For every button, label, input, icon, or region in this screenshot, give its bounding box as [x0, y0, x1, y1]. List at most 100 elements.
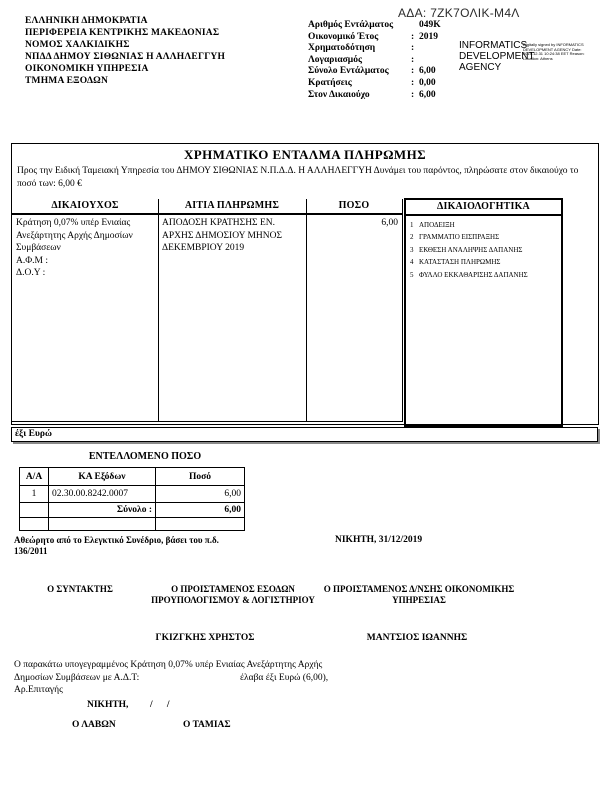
- digital-signature-details: Digitally signed by INFORMATICS DEVELOPM…: [523, 42, 585, 62]
- column-header-amount: ΠΟΣΟ: [306, 199, 402, 215]
- order-meta: Αριθμός Εντάλματος 049Κ Οικονομικό Έτος:2…: [308, 20, 479, 101]
- role-line: Ο ΠΡΟΙΣΤΑΜΕΝΟΣ ΕΣΟΔΩΝ: [171, 584, 295, 594]
- cell-empty: [155, 517, 245, 531]
- cell-amount: 6,00: [155, 485, 245, 503]
- meta-label: Σύνολο Εντάλματος: [308, 66, 389, 77]
- header-aa: Α/Α: [19, 467, 49, 486]
- ada-code: ΑΔΑ: 7ZK7ΟΛΙΚ-Μ4Λ: [398, 6, 520, 20]
- role-line: ΠΡΟΥΠΟΛΟΓΙΣΜΟΥ & ΛΟΓΙΣΤΗΡΙΟΥ: [151, 595, 315, 605]
- receipt-line-1: Ο παρακάτω υπογεγραμμένος Κράτηση 0,07% …: [14, 660, 323, 670]
- column-reason: ΑΙΤΙΑ ΠΛΗΡΩΜΗΣ ΑΠΟΔΟΣΗ ΚΡΑΤΗΣΗΣ ΕΝ. ΑΡΧΗ…: [158, 199, 307, 422]
- column-documents: ΔΙΚΑΙΟΛΟΓΗΤΙΚΑ 1 ΑΠΟΔΕΙΞΗ 2 ΓΡΑΜΜΑΤΙΟ ΕΙΣΠ…: [404, 198, 563, 427]
- document-number: 1: [410, 221, 414, 229]
- signatory-name-middle: ΓΚΙΖΓΚΗΣ ΧΡΗΣΤΟΣ: [155, 633, 255, 643]
- meta-sep: :: [411, 43, 415, 54]
- meta-row: Κρατήσεις:0,00: [308, 78, 479, 90]
- meta-sep: :: [411, 31, 415, 42]
- cell-empty: [48, 517, 156, 531]
- meta-value: 6,00: [419, 89, 436, 100]
- total-amount: 6,00: [155, 502, 245, 518]
- meta-label: Στον Δικαιούχο: [308, 89, 370, 100]
- beneficiary-cell: Κράτηση 0,07% υπέρ Ενιαίας Ανεξάρτητης Α…: [12, 215, 158, 282]
- issuer-line: ΟΙΚΟΝΟΜΙΚΗ ΥΠΗΡΕΣΙΑ: [25, 64, 149, 74]
- document-item: 4 ΚΑΤΑΣΤΑΣΗ ΠΛΗΡΩΜΗΣ: [410, 256, 559, 268]
- documents-list: 1 ΑΠΟΔΕΙΞΗ 2 ΓΡΑΜΜΑΤΙΟ ΕΙΣΠΡΑΞΗΣ 3 ΕΚΘΕΣΗ Α…: [406, 216, 561, 281]
- document-item: 2 ΓΡΑΜΜΑΤΙΟ ΕΙΣΠΡΑΞΗΣ: [410, 231, 559, 243]
- table-row: 1 02.30.00.8242.0007 6,00: [19, 485, 245, 503]
- meta-label: Λογαριασμός: [308, 54, 362, 65]
- total-label: Σύνολο :: [48, 502, 156, 518]
- document-label: ΕΚΘΕΣΗ ΑΝΑΛΗΨΗΣ ΔΑΠΑΝΗΣ: [419, 245, 523, 254]
- table-header-row: Α/Α ΚΑ Εξόδων Ποσό: [19, 467, 245, 486]
- receipt-line-2-left: Δημοσίων Συμβάσεων με Α.Δ.Τ:: [14, 673, 140, 683]
- column-beneficiary: ΔΙΚΑΙΟΥΧΟΣ Κράτηση 0,07% υπέρ Ενιαίας Αν…: [12, 199, 159, 422]
- cell-code: 02.30.00.8242.0007: [48, 485, 156, 503]
- receiver-label: Ο ΛΑΒΩΝ: [72, 720, 116, 730]
- signatory-name-right: ΜΑΝΤΣΙΟΣ ΙΩΑΝΝΗΣ: [366, 633, 468, 643]
- column-header-beneficiary: ΔΙΚΑΙΟΥΧΟΣ: [12, 199, 158, 215]
- receipt-line-2-right: έλαβα έξι Ευρώ (6,00),: [240, 673, 329, 683]
- receipt-line-3: Αρ.Επιταγής: [14, 685, 63, 695]
- meta-label: Κρατήσεις: [308, 77, 352, 88]
- charged-amount-title: ΕΝΤΕΛΛΟΜΕΝΟ ΠΟΣΟ: [88, 451, 202, 462]
- document-label: ΚΑΤΑΣΤΑΣΗ ΠΛΗΡΩΜΗΣ: [419, 258, 501, 267]
- document-number: 5: [410, 270, 414, 279]
- meta-row: Λογαριασμός:: [308, 55, 479, 67]
- issuer-line: ΝΠΔΔ ΔΗΜΟΥ ΣΙΘΩΝΙΑΣ Η ΑΛΛΗΛΕΓΓΥΗ: [25, 52, 226, 62]
- audit-note-line: Αθεώρητο από το Ελεγκτικό Συνέδριο, βάσε…: [14, 535, 219, 545]
- meta-row: Σύνολο Εντάλματος:6,00: [308, 66, 479, 78]
- audit-note-line: 136/2011: [14, 546, 48, 556]
- meta-row: Αριθμός Εντάλματος 049Κ: [308, 20, 479, 32]
- meta-row: Οικονομικό Έτος:2019: [308, 32, 479, 44]
- order-intro: Προς την Ειδική Ταμειακή Υπηρεσία του ΔΗ…: [17, 166, 579, 189]
- cell-aa-empty: [19, 502, 49, 518]
- meta-sep: :: [411, 77, 415, 88]
- column-header-reason: ΑΙΤΙΑ ΠΛΗΡΩΜΗΣ: [158, 199, 306, 215]
- document-label: ΑΠΟΔΕΙΞΗ: [419, 221, 455, 229]
- signatory-role-revenue-head: Ο ΠΡΟΙΣΤΑΜΕΝΟΣ ΕΣΟΔΩΝ ΠΡΟΥΠΟΛΟΓΙΣΜΟΥ & Λ…: [137, 584, 329, 606]
- beneficiary-name: Κράτηση 0,07% υπέρ Ενιαίας Ανεξάρτητης Α…: [16, 218, 133, 254]
- meta-value: 2019: [419, 31, 438, 42]
- document-item: 5 ΦΥΛΛΟ ΕΚΚΑΘΑΡΙΣΗΣ ΔΑΠΑΝΗΣ: [410, 269, 559, 281]
- issuer-line: ΤΜΗΜΑ ΕΞΟΔΩΝ: [25, 76, 109, 86]
- place-date: ΝΙΚΗΤΗ, 31/12/2019: [335, 535, 423, 545]
- meta-value: 0,00: [419, 77, 436, 88]
- issuer-line: ΝΟΜΟΣ ΧΑΛΚΙΔΙΚΗΣ: [25, 40, 130, 50]
- document-number: 2: [410, 233, 414, 242]
- amount-cell: 6,00: [381, 218, 398, 228]
- column-header-documents: ΔΙΚΑΙΟΛΟΓΗΤΙΚΑ: [406, 200, 561, 216]
- issuer-line: ΕΛΛΗΝΙΚΗ ΔΗΜΟΚΡΑΤΙΑ: [25, 16, 148, 26]
- cell-aa: 1: [19, 485, 49, 503]
- amount-in-words: έξι Ευρώ: [11, 427, 598, 442]
- meta-sep: :: [411, 89, 415, 100]
- meta-sep: [411, 20, 419, 32]
- signatory-role-finance-director: Ο ΠΡΟΙΣΤΑΜΕΝΟΣ Δ/ΝΣΗΣ ΟΙΚΟΝΟΜΙΚΗΣ ΥΠΗΡΕΣ…: [323, 584, 515, 606]
- charged-amount-table: Α/Α ΚΑ Εξόδων Ποσό 1 02.30.00.8242.0007 …: [19, 467, 245, 531]
- issuer-line: ΠΕΡΙΦΕΡΕΙΑ ΚΕΝΤΡΙΚΗΣ ΜΑΚΕΔΟΝΙΑΣ: [25, 28, 220, 38]
- payment-order-box: ΧΡΗΜΑΤΙΚΟ ΕΝΤΑΛΜΑ ΠΛΗΡΩΜΗΣ Προς την Ειδι…: [11, 143, 599, 427]
- header-code: ΚΑ Εξόδων: [48, 467, 156, 486]
- meta-row: Στον Δικαιούχο:6,00: [308, 90, 479, 102]
- header-amount: Ποσό: [155, 467, 245, 486]
- meta-value: 6,00: [419, 66, 436, 77]
- table-empty-row: [19, 517, 245, 531]
- role-line: ΥΠΗΡΕΣΙΑΣ: [392, 595, 446, 605]
- meta-label: Οικονομικό Έτος: [308, 31, 379, 42]
- document-label: ΦΥΛΛΟ ΕΚΚΑΘΑΡΙΣΗΣ ΔΑΠΑΝΗΣ: [419, 270, 528, 279]
- table-total-row: Σύνολο : 6,00: [19, 502, 245, 518]
- document-label: ΓΡΑΜΜΑΤΙΟ ΕΙΣΠΡΑΞΗΣ: [419, 233, 500, 242]
- cell-empty: [19, 517, 49, 531]
- beneficiary-doy: Δ.Ο.Υ :: [16, 268, 46, 279]
- meta-label: Χρηματοδότηση: [308, 43, 376, 54]
- digital-signature-agency: INFORMATICS DEVELOPMENT AGENCY: [459, 40, 535, 73]
- role-line: Ο ΠΡΟΙΣΤΑΜΕΝΟΣ Δ/ΝΣΗΣ ΟΙΚΟΝΟΜΙΚΗΣ: [323, 584, 515, 594]
- receipt-date-slashes: / /: [150, 700, 170, 710]
- beneficiary-afm: Α.Φ.Μ :: [16, 255, 49, 266]
- meta-row: Χρηματοδότηση:: [308, 43, 479, 55]
- document-item: 1 ΑΠΟΔΕΙΞΗ: [410, 219, 559, 231]
- meta-sep: :: [411, 54, 415, 65]
- audit-note: Αθεώρητο από το Ελεγκτικό Συνέδριο, βάσε…: [14, 535, 219, 557]
- reason-cell: ΑΠΟΔΟΣΗ ΚΡΑΤΗΣΗΣ ΕΝ. ΑΡΧΗΣ ΔΗΜΟΣΙΟΥ ΜΗΝΟ…: [162, 218, 283, 254]
- order-title: ΧΡΗΜΑΤΙΚΟ ΕΝΤΑΛΜΑ ΠΛΗΡΩΜΗΣ: [183, 147, 427, 162]
